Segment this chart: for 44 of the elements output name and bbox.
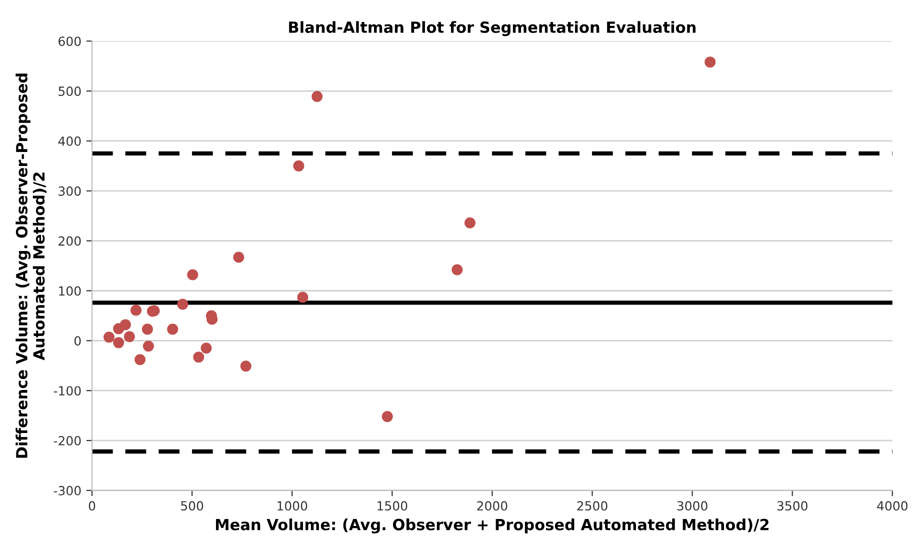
x-tick-label: 1500 bbox=[378, 501, 408, 511]
point bbox=[704, 56, 716, 68]
x-tick-label: 1000 bbox=[278, 501, 308, 511]
y-tick-label: 0 bbox=[74, 336, 81, 346]
x-axis-title: Mean Volume: (Avg. Observer + Proposed Automated Method)/2 bbox=[216, 518, 768, 534]
x-tick-label: 3000 bbox=[677, 501, 708, 511]
point bbox=[130, 304, 142, 316]
point bbox=[120, 319, 131, 330]
point bbox=[167, 324, 178, 335]
y-tick-label: -100 bbox=[54, 386, 81, 396]
point bbox=[233, 252, 244, 263]
y-axis-title: Difference Volume: (Avg. Observer-Proposed Automated Method)/2 bbox=[16, 74, 46, 458]
point bbox=[193, 352, 204, 363]
point bbox=[293, 160, 304, 172]
y-tick-label: 300 bbox=[58, 186, 81, 196]
chart-title: Bland-Altman Plot for Segmentation Evaluation bbox=[289, 21, 696, 36]
point bbox=[452, 264, 463, 276]
point bbox=[297, 292, 308, 303]
y-tick-label: -300 bbox=[54, 486, 81, 496]
point bbox=[312, 91, 323, 102]
x-tick-label: 4000 bbox=[877, 501, 908, 511]
point bbox=[187, 269, 198, 280]
x-tick-label: 2000 bbox=[477, 501, 508, 511]
x-tick-label: 3500 bbox=[777, 501, 808, 511]
y-tick-label: -200 bbox=[54, 436, 81, 446]
y-tick-label: 500 bbox=[58, 86, 81, 96]
x-tick-label: 2500 bbox=[577, 501, 608, 511]
y-tick-label: 100 bbox=[59, 286, 81, 296]
y-tick-label: 200 bbox=[58, 236, 81, 246]
point bbox=[464, 217, 476, 228]
x-tick-label: 500 bbox=[181, 501, 204, 511]
point bbox=[382, 411, 393, 422]
point bbox=[142, 324, 153, 335]
point bbox=[134, 354, 146, 366]
y-tick-label: 400 bbox=[58, 136, 81, 146]
point bbox=[177, 298, 188, 310]
point bbox=[142, 340, 154, 352]
x-tick-label: 0 bbox=[88, 501, 96, 511]
point bbox=[240, 360, 252, 372]
y-tick-label: 600 bbox=[58, 36, 81, 46]
point bbox=[124, 331, 135, 342]
point bbox=[113, 337, 124, 348]
point bbox=[104, 332, 115, 343]
point bbox=[200, 342, 212, 354]
